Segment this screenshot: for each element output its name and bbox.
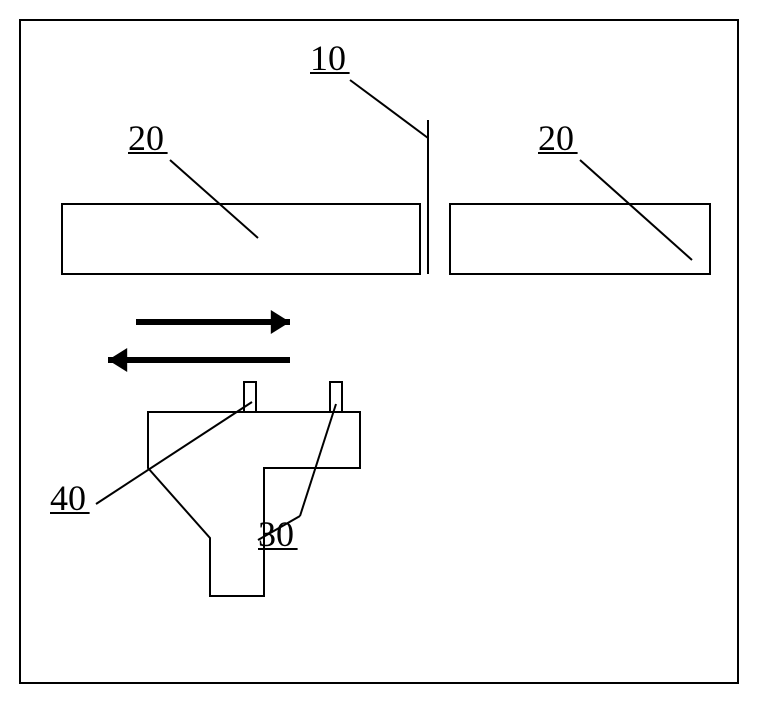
leader-10: [350, 80, 428, 138]
block-20-right: [450, 204, 710, 274]
leader-20-left: [170, 160, 258, 238]
block-20-left: [62, 204, 420, 274]
arrow-left: [108, 348, 290, 372]
peg-30: [330, 382, 342, 412]
arrow-right: [136, 310, 290, 334]
peg-40: [244, 382, 256, 412]
leader-40: [96, 402, 252, 504]
lower-shape: [148, 412, 360, 596]
leader-30-a: [300, 404, 336, 516]
leader-20-right: [580, 160, 692, 260]
